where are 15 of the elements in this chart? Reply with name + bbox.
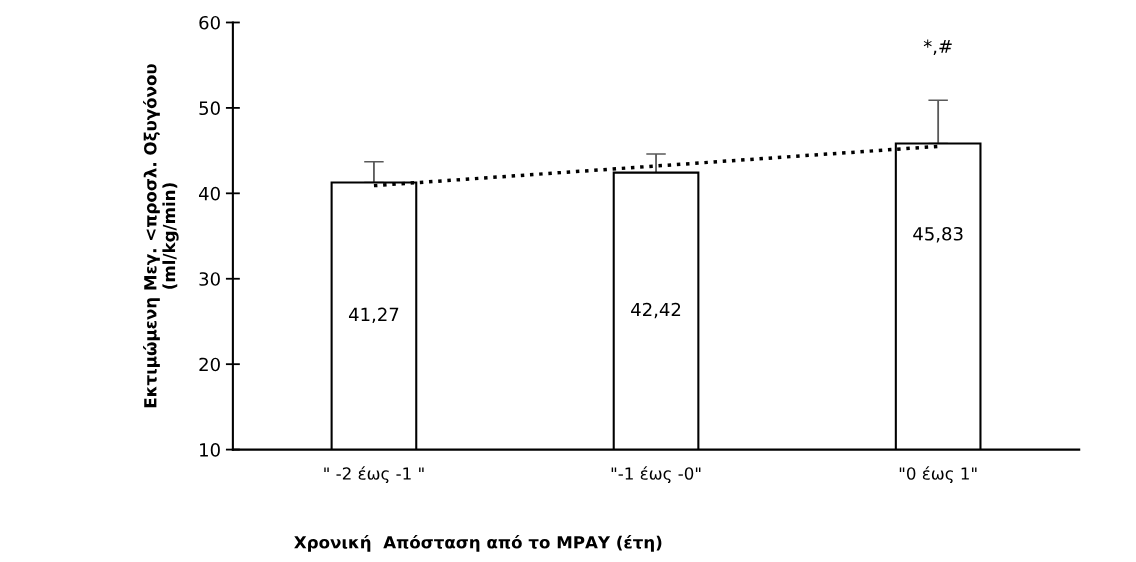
x-tick-label: " -2 έως -1 " [324,466,424,484]
y-axis-title: Εκτιμώμενη Μεγ. <προσλ. Οξυγόνου (ml/kg/min) [143,64,179,408]
data-label: 42,42 [631,302,681,319]
y-tick-label: 40 [198,186,220,201]
y-tick-label: 60 [199,15,220,30]
y-tick-label: 20 [199,357,220,372]
x-tick-label: "0 έως 1" [899,466,977,484]
y-tick-label: 30 [199,272,220,286]
x-tick-label: "-1 έως -0" [611,466,701,484]
y-tick-label: 50 [199,101,220,116]
data-label: 45,83 [913,226,963,243]
annotation: *,# [923,39,952,55]
data-label: 41,27 [348,307,399,324]
y-tick-label: 10 [200,443,220,457]
x-axis-title: Χρονική Απόσταση από το ΜΡΑΥ (έτη) [294,535,662,552]
